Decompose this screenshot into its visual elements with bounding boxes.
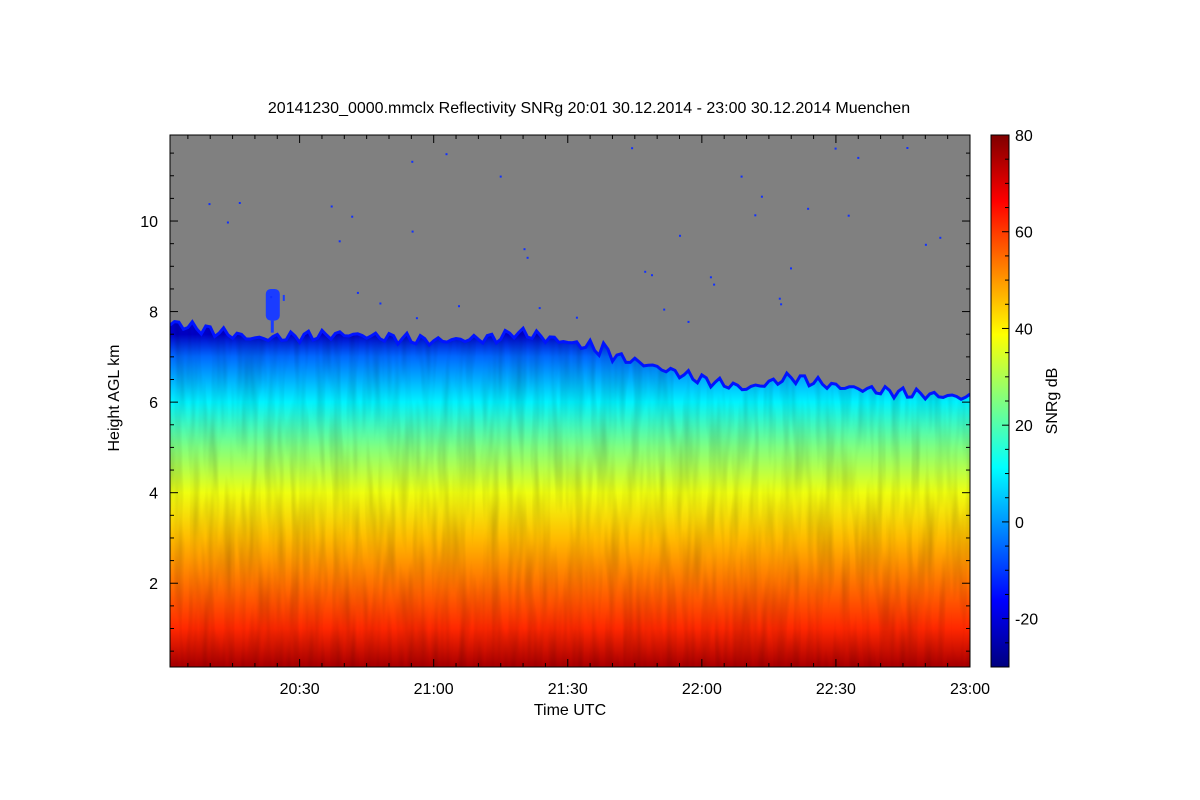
colorbar: -20 0 20 40 60 80 SNRg dB [990, 128, 1061, 668]
colorbar-fill [991, 135, 1009, 667]
noise-speck [411, 160, 414, 163]
colorbar-tick-label: 0 [1015, 515, 1024, 532]
noise-speck [644, 270, 647, 273]
noise-speck [538, 307, 541, 310]
noise-speck [351, 215, 354, 218]
noise-speck [338, 240, 341, 243]
colorbar-tick-label: 20 [1015, 418, 1033, 435]
isolated-echo-tail [270, 320, 274, 333]
noise-speck [740, 175, 743, 178]
noise-speck [330, 205, 333, 208]
noise-speck [906, 147, 909, 149]
cloud-top-edge [170, 319, 970, 402]
noise-speck [631, 147, 634, 150]
noise-speck [663, 308, 666, 311]
noise-specks [208, 147, 942, 323]
colorbar-ticks: -20 0 20 40 60 80 [1002, 128, 1038, 668]
noise-speck [857, 156, 860, 159]
noise-speck [834, 147, 837, 150]
noise-speck [924, 243, 927, 246]
noise-speck [411, 230, 414, 233]
noise-speck [379, 302, 382, 305]
chart-title: 20141230_0000.mmclx Reflectivity SNRg 20… [268, 100, 910, 117]
noise-speck [458, 305, 460, 308]
plot-area [170, 135, 970, 667]
x-tick-label: 20:30 [280, 681, 320, 698]
x-tick-label: 23:00 [950, 681, 990, 698]
noise-speck [651, 274, 653, 277]
x-tick-label: 22:30 [816, 681, 856, 698]
y-axis: 2 4 6 8 10 [140, 152, 970, 652]
noise-speck [713, 283, 716, 286]
x-tick-label: 21:30 [548, 681, 588, 698]
colorbar-tick-label: -20 [1015, 612, 1038, 629]
noise-speck [687, 320, 690, 323]
noise-speck [238, 202, 241, 204]
y-tick-label: 6 [149, 395, 158, 412]
noise-speck [208, 203, 211, 206]
colorbar-tick-label: 60 [1015, 225, 1033, 242]
y-tick-label: 4 [149, 486, 158, 503]
noise-speck [270, 296, 273, 299]
noise-speck [679, 234, 681, 237]
noise-speck [754, 214, 757, 217]
echo-texture [170, 321, 970, 667]
noise-speck [445, 153, 448, 156]
colorbar-tick-label: 80 [1015, 128, 1033, 145]
noise-speck [847, 214, 850, 217]
noise-speck [356, 291, 359, 294]
noise-speck [415, 317, 418, 320]
isolated-echo-cell [265, 288, 280, 321]
noise-speck [523, 248, 526, 251]
noise-speck [499, 175, 502, 178]
y-tick-label: 10 [140, 214, 158, 231]
y-axis-label: Height AGL km [106, 344, 123, 451]
colorbar-label: SNRg dB [1044, 368, 1061, 435]
isolated-echo [265, 288, 285, 333]
x-tick-label: 21:00 [414, 681, 454, 698]
y-tick-label: 2 [149, 576, 158, 593]
x-tick-label: 22:00 [682, 681, 722, 698]
noise-speck [526, 256, 529, 259]
noise-speck [709, 276, 712, 279]
colorbar-tick-label: 40 [1015, 321, 1033, 338]
x-axis-label: Time UTC [534, 702, 606, 719]
isolated-echo-fragment [282, 294, 285, 301]
noise-speck [807, 207, 810, 210]
noise-speck [778, 297, 781, 300]
noise-speck [780, 303, 783, 306]
noise-speck [575, 316, 578, 319]
noise-speck [790, 267, 792, 270]
noise-speck [939, 236, 942, 239]
y-tick-label: 8 [149, 305, 158, 322]
x-axis: 20:30 21:00 21:30 22:00 22:30 23:00 [187, 135, 990, 698]
plot-frame [169, 134, 971, 668]
noise-speck [760, 195, 763, 198]
noise-speck [226, 221, 229, 224]
